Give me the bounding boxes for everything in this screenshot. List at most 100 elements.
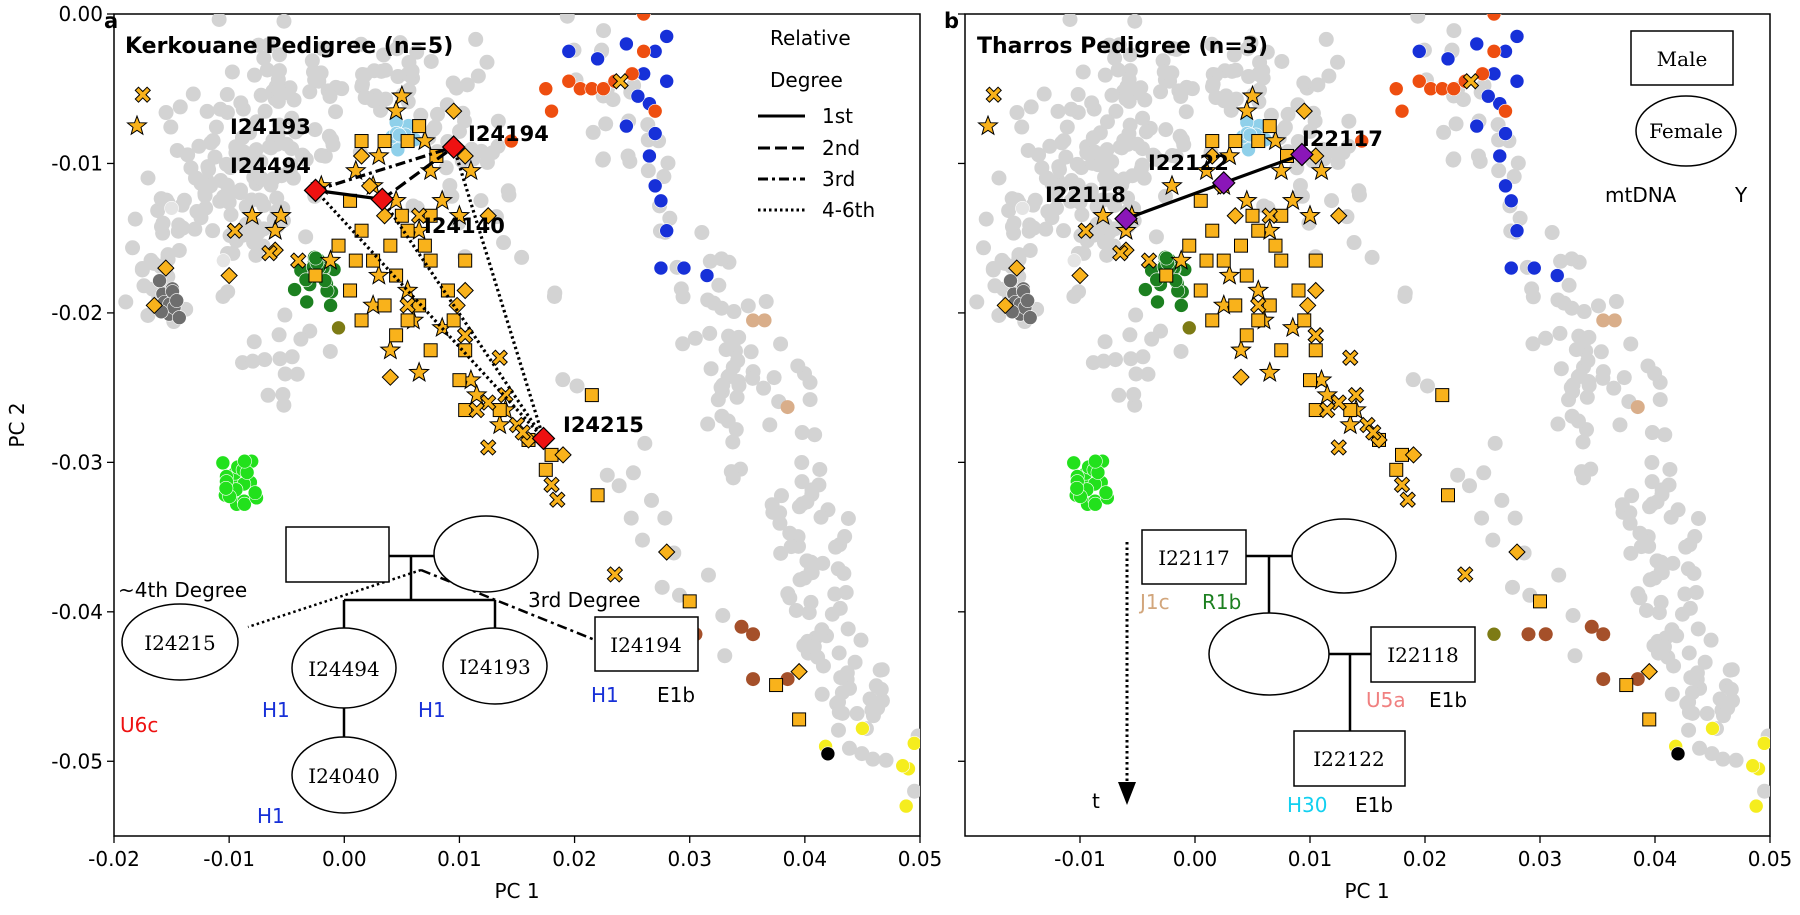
population-point: [1015, 200, 1030, 216]
reference-point: [715, 607, 731, 623]
pedigree-a-3rd-degree-label: 3rd Degree: [528, 588, 640, 612]
population-point: [642, 148, 657, 164]
reference-point: [245, 153, 261, 169]
population-point: [1069, 480, 1085, 496]
reference-point: [1051, 159, 1067, 175]
reference-point: [260, 387, 276, 403]
reference-point: [622, 153, 638, 169]
time-label: t: [1092, 789, 1100, 813]
marker-x: [1347, 386, 1365, 404]
reference-point: [1062, 14, 1078, 27]
reference-point: [831, 645, 847, 661]
marker-square: [1193, 283, 1208, 298]
reference-point: [1226, 47, 1242, 63]
population-point: [1150, 294, 1165, 310]
marker-star: [1195, 159, 1218, 181]
time-arrow-head: [1118, 782, 1136, 805]
reference-point: [1240, 41, 1256, 57]
reference-point: [1070, 87, 1086, 103]
population-point: [596, 81, 611, 97]
population-point: [1526, 260, 1542, 276]
population-point: [1469, 118, 1485, 134]
reference-point: [284, 110, 300, 126]
relation-line-4-6th: [452, 146, 546, 439]
population-point: [1498, 178, 1513, 194]
reference-point: [1494, 492, 1510, 508]
reference-point: [205, 133, 221, 149]
reference-point: [873, 681, 889, 697]
reference-point: [1364, 249, 1380, 265]
reference-point: [1653, 594, 1669, 610]
marker-star: [1218, 264, 1241, 285]
reference-point: [1581, 329, 1597, 345]
reference-point: [1083, 185, 1099, 201]
population-point: [1394, 103, 1410, 119]
marker-x: [543, 476, 560, 493]
panel-a-xtick-label: 0.01: [437, 847, 482, 871]
marker-star: [396, 279, 419, 300]
reference-point: [687, 330, 703, 346]
reference-point: [596, 23, 612, 39]
reference-point: [1664, 686, 1680, 702]
reference-point: [354, 76, 370, 92]
marker-square: [769, 678, 784, 693]
marker-star: [1241, 84, 1264, 106]
pedigree-node-I24215: [121, 603, 239, 681]
legend-female-label: Female: [1649, 119, 1723, 143]
reference-point: [717, 648, 733, 664]
panel-a-letter: a: [104, 9, 118, 33]
reference-point: [814, 622, 830, 638]
pedigree-a: I24215 I24494 I24193 I24194 I24040 ~4th …: [118, 515, 699, 828]
reference-point: [834, 685, 850, 701]
panel-a-relation-lines: [314, 145, 546, 440]
mt-I22118: U5a: [1366, 688, 1406, 712]
reference-point: [1595, 370, 1611, 386]
population-point: [1138, 282, 1153, 297]
reference-point: [773, 545, 789, 561]
reference-point: [725, 470, 741, 486]
reference-point: [813, 509, 829, 525]
marker-x: [1261, 207, 1278, 224]
reference-point: [1149, 151, 1165, 167]
panel-b-title: Tharros Pedigree (n=3): [977, 34, 1268, 59]
reference-point: [1728, 752, 1744, 768]
marker-x: [1330, 439, 1347, 456]
population-point: [1486, 44, 1502, 59]
marker-x: [1365, 424, 1382, 441]
population-point: [1596, 627, 1611, 642]
reference-point: [1561, 392, 1577, 408]
marker-star: [448, 204, 471, 226]
reference-point: [1064, 173, 1080, 189]
reference-point: [1022, 242, 1038, 258]
population-point: [1498, 103, 1513, 119]
reference-point: [1510, 155, 1526, 171]
marker-x: [468, 401, 485, 419]
population-point: [1607, 313, 1622, 328]
reference-point: [1561, 277, 1577, 293]
marker-square: [1389, 462, 1404, 477]
reference-point: [827, 586, 843, 602]
population-point: [1088, 453, 1103, 469]
reference-point: [1137, 92, 1153, 108]
reference-point: [1121, 93, 1137, 109]
reference-point: [1255, 63, 1271, 79]
marker-star: [1170, 249, 1193, 270]
reference-point: [246, 234, 262, 250]
pedigree-a-3rd-degree-line: [420, 568, 596, 642]
reference-point: [1608, 294, 1624, 310]
reference-point: [313, 147, 329, 163]
reference-point: [1606, 380, 1622, 396]
marker-star: [319, 249, 342, 270]
reference-point: [804, 482, 820, 498]
reference-point: [1575, 434, 1591, 450]
marker-square: [584, 388, 599, 403]
reference-point: [1144, 331, 1160, 347]
reference-point: [660, 155, 676, 171]
reference-point: [1638, 602, 1654, 618]
reference-point: [1155, 53, 1171, 69]
panel-a-xtick-label: -0.01: [203, 847, 255, 871]
population-point: [630, 88, 646, 104]
marker-square: [383, 238, 398, 253]
reference-point: [271, 82, 287, 98]
population-point: [323, 298, 338, 313]
